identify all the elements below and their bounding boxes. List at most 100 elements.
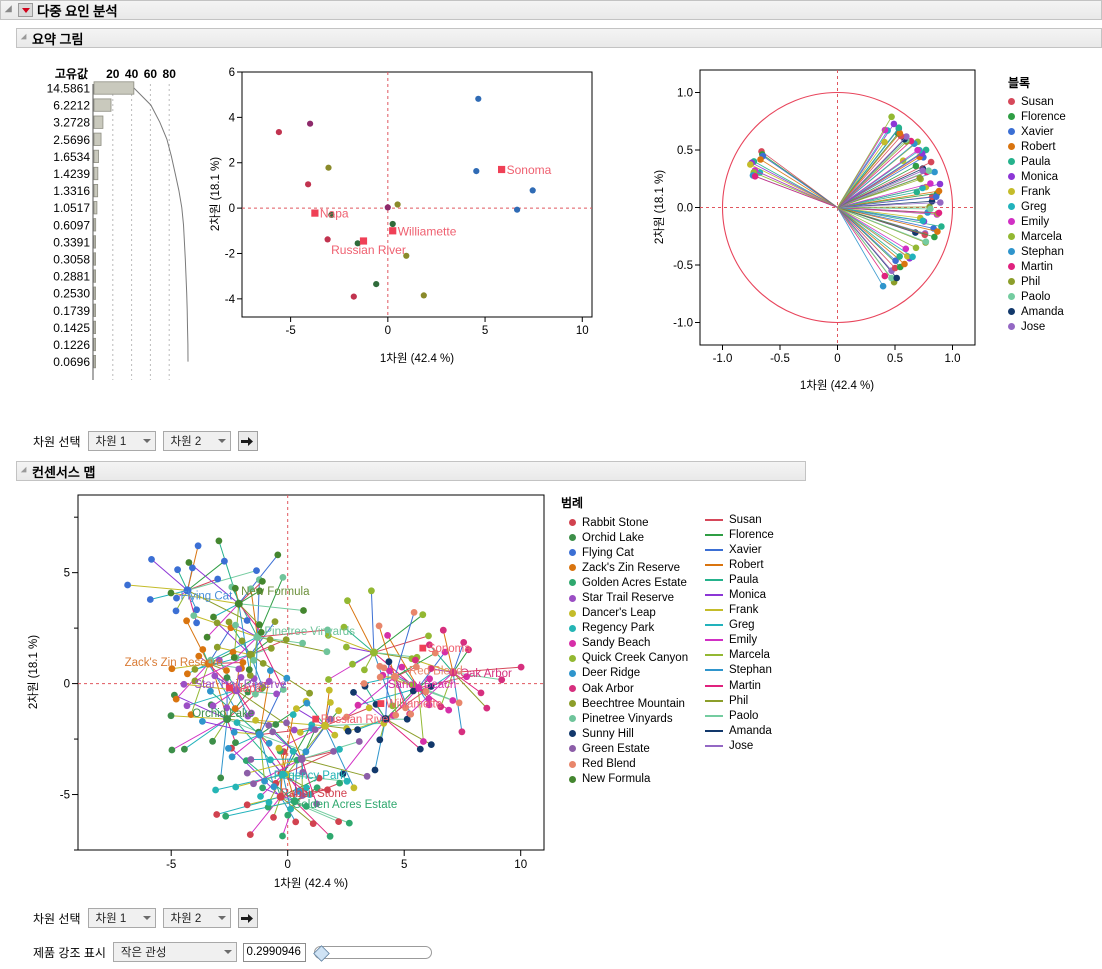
consensus-legend-product[interactable]: Flying Cat [561,545,741,560]
legend-color-dot [569,669,576,677]
svg-text:60: 60 [144,67,158,81]
consensus-legend-product[interactable]: Orchid Lake [561,530,741,545]
block-legend-item[interactable]: Xavier [1008,124,1100,139]
consensus-legend-judge[interactable]: Xavier [705,542,815,557]
block-legend-item[interactable]: Paula [1008,154,1100,169]
dimension-selector-bottom-label: 차원 선택 [33,911,81,926]
block-legend-label: Frank [1021,185,1051,198]
apply-dimensions-button-top[interactable] [237,431,258,451]
consensus-legend-product[interactable]: Green Estate [561,741,741,756]
consensus-legend-judge[interactable]: Jose [705,738,815,753]
block-legend-item[interactable]: Frank [1008,184,1100,199]
emphasis-slider[interactable] [313,944,432,962]
block-legend-item[interactable]: Martin [1008,259,1100,274]
dim2-select-bottom[interactable]: 차원 2 [162,908,231,928]
block-legend-item[interactable]: Susan [1008,94,1100,109]
consensus-legend-judge[interactable]: Stephan [705,663,815,678]
block-legend-item[interactable]: Marcela [1008,229,1100,244]
consensus-legend-product-label: Rabbit Stone [582,516,649,529]
consensus-legend-product-label: Sunny Hill [582,727,634,740]
disclosure-triangle-summary[interactable] [20,33,30,43]
score-plot-frame [241,71,593,318]
block-legend-item[interactable]: Monica [1008,169,1100,184]
consensus-legend-judge[interactable]: Monica [705,587,815,602]
product-emphasis-select[interactable]: 작은 관성 [112,942,237,962]
consensus-legend-product[interactable]: Golden Acres Estate [561,575,741,590]
svg-text:-5: -5 [60,790,70,802]
dimension-selector-bottom: 차원 선택 차원 1 차원 2 [33,907,258,929]
block-legend-item[interactable]: Jose [1008,319,1100,334]
emphasis-slider-thumb[interactable] [313,944,330,962]
consensus-legend-product[interactable]: Oak Arbor [561,681,741,696]
dim2-select-top[interactable]: 차원 2 [162,431,231,451]
consensus-legend-title: 범례 [561,496,584,510]
block-legend-label: Paolo [1021,290,1051,303]
consensus-legend-judge[interactable]: Paolo [705,708,815,723]
legend-color-dot [1008,233,1015,240]
corr-x-axis-label: 1차원 (42.4 %) [800,378,874,392]
consensus-legend-judge[interactable]: Frank [705,603,815,618]
consensus-legend-product[interactable]: Dancer's Leap [561,606,741,621]
svg-text:Russian River: Russian River [321,714,393,726]
section-header-consensus-map[interactable]: 컨센서스 맵 [16,461,806,481]
consensus-legend-judge[interactable]: Marcela [705,648,815,663]
disclosure-triangle-root[interactable] [4,4,16,16]
block-legend-label: Robert [1021,140,1056,153]
consensus-data-points[interactable] [124,537,525,840]
consensus-legend: 범례 Rabbit Stone Orchid Lake Flying Cat Zack… [561,494,741,787]
consensus-legend-product[interactable]: Deer Ridge [561,666,741,681]
block-legend-item[interactable]: Florence [1008,109,1100,124]
consensus-legend-product[interactable]: Rabbit Stone [561,515,741,530]
block-legend-item[interactable]: Paolo [1008,289,1100,304]
dim1-select-top[interactable]: 차원 1 [87,431,156,451]
block-legend-item[interactable]: Greg [1008,199,1100,214]
consensus-legend-judge[interactable]: Florence [705,527,815,542]
corr-variable-vectors[interactable] [747,113,945,290]
consensus-legend-judge[interactable]: Susan [705,512,815,527]
consensus-legend-product[interactable]: Quick Creek Canyon [561,651,741,666]
chevron-down-icon [142,916,151,920]
consensus-legend-product[interactable]: Pinetree Vinyards [561,711,741,726]
score-plot-svg[interactable]: -4 -2 0 2 4 6 -5 0 5 10 Sonoma Napa Williamette Rus… [205,62,625,392]
block-legend-item[interactable]: Amanda [1008,304,1100,319]
block-legend-item[interactable]: Emily [1008,214,1100,229]
emphasis-number-field[interactable]: 0.2990946 [242,942,306,962]
legend-color-line [705,533,723,536]
red-triangle-menu-icon[interactable] [18,3,33,17]
consensus-legend-product[interactable]: Beechtree Mountain [561,696,741,711]
svg-text:-0.5: -0.5 [673,260,693,272]
svg-text:1.3316: 1.3316 [53,184,90,198]
block-legend-item[interactable]: Phil [1008,274,1100,289]
consensus-legend-product[interactable]: Star Trail Reserve [561,590,741,605]
consensus-legend-product[interactable]: New Formula [561,772,741,787]
consensus-legend-judge[interactable]: Emily [705,633,815,648]
scree-plot-panel: 고유값 20 40 60 80 14.5861 6.2212 3.2728 2.5696 1.… [30,62,200,387]
legend-color-dot [1008,248,1015,255]
right-arrow-icon [241,913,253,923]
block-legend-item[interactable]: Stephan [1008,244,1100,259]
consensus-legend-product[interactable]: Sandy Beach [561,636,741,651]
consensus-y-axis-ticks: -5 0 5 [60,516,78,851]
consensus-legend-judge[interactable]: Greg [705,618,815,633]
score-group-markers[interactable]: Sonoma Napa Williamette Russian River [311,163,552,257]
consensus-legend-product[interactable]: Regency Park [561,621,741,636]
consensus-legend-product[interactable]: Zack's Zin Reserve [561,560,741,575]
consensus-legend-product[interactable]: Red Blend [561,757,741,772]
consensus-legend-judge[interactable]: Paula [705,572,815,587]
consensus-legend-judge[interactable]: Amanda [705,723,815,738]
block-legend-item[interactable]: Robert [1008,139,1100,154]
legend-color-dot [1008,188,1015,195]
consensus-legend-judge[interactable]: Robert [705,557,815,572]
consensus-map-svg[interactable]: -5 0 5 -5 0 5 10 New Formula Flying Cat Pinetre… [20,487,565,897]
score-data-points[interactable] [275,95,536,300]
disclosure-triangle-consensus[interactable] [20,466,30,476]
consensus-legend-judge[interactable]: Martin [705,678,815,693]
correlation-circle-svg[interactable]: -1.0 -0.5 0.0 0.5 1.0 -1.0 -0.5 0 0.5 1.0 1차원 (4… [645,62,1005,402]
consensus-legend-judge[interactable]: Phil [705,693,815,708]
section-header-summary-plot[interactable]: 요약 그림 [16,28,1102,48]
apply-dimensions-button-bottom[interactable] [237,908,258,928]
consensus-product-labels[interactable]: New Formula Flying Cat Pinetree Vinyards Za… [125,586,512,811]
consensus-legend-product[interactable]: Sunny Hill [561,726,741,741]
page-title: 다중 요인 분석 [37,4,118,19]
dim1-select-bottom[interactable]: 차원 1 [87,908,156,928]
